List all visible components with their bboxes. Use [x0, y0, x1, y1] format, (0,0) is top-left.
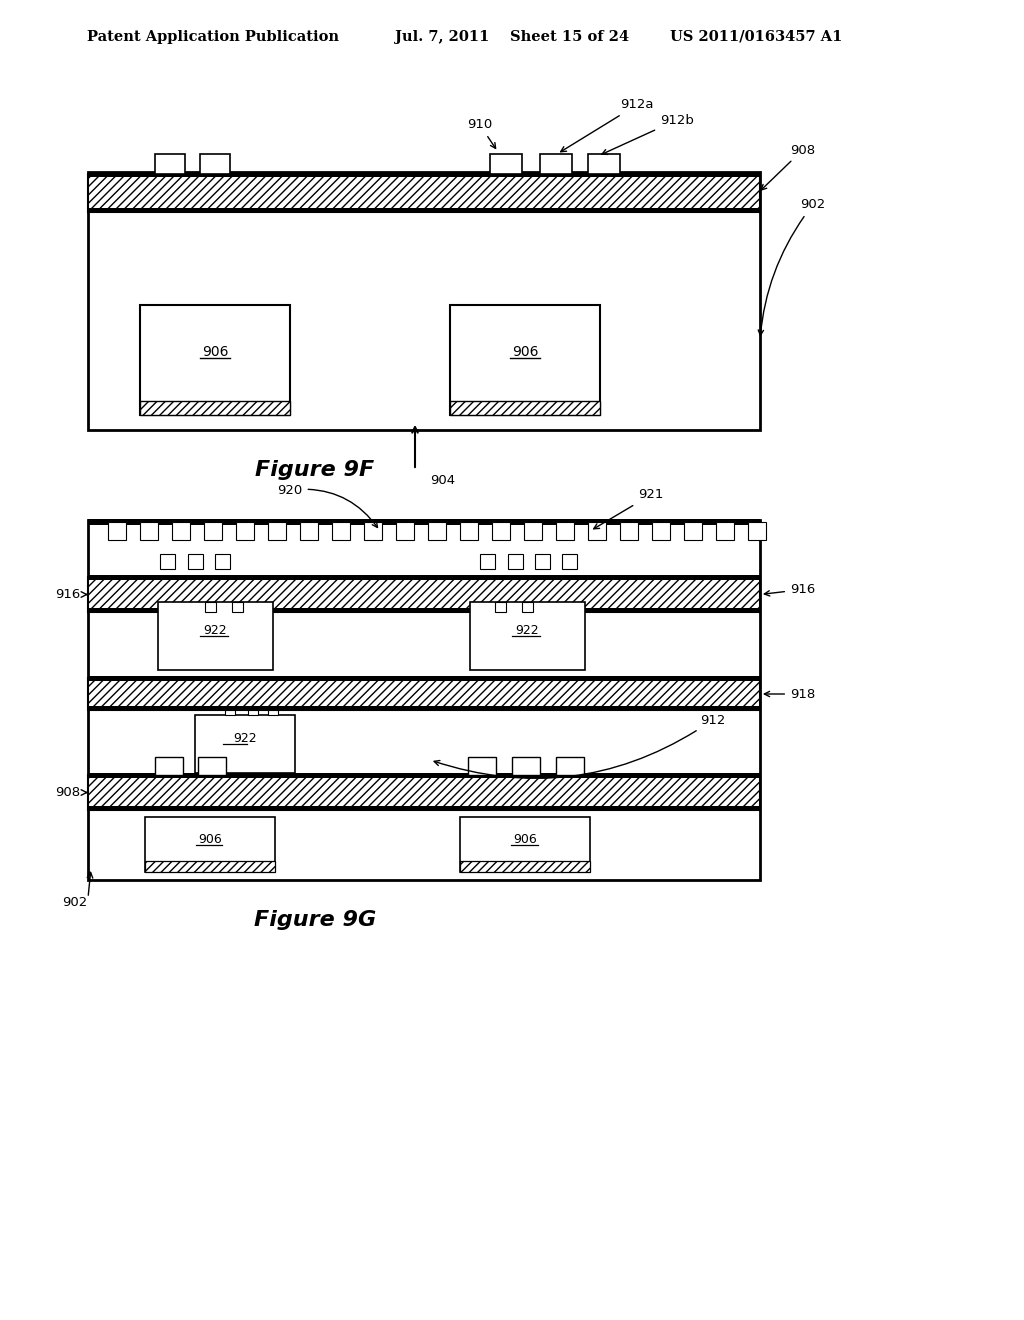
- Bar: [205, 602, 216, 612]
- Text: Figure 9G: Figure 9G: [254, 909, 376, 931]
- Bar: [88, 676, 760, 681]
- Bar: [160, 554, 175, 569]
- Bar: [200, 154, 230, 174]
- Bar: [450, 305, 600, 414]
- Bar: [460, 521, 478, 540]
- Bar: [490, 154, 522, 174]
- Text: 921: 921: [594, 488, 664, 529]
- Bar: [236, 521, 254, 540]
- Text: 910: 910: [467, 119, 496, 148]
- Bar: [460, 817, 590, 873]
- Bar: [492, 521, 510, 540]
- Bar: [300, 521, 318, 540]
- Text: Patent Application Publication: Patent Application Publication: [87, 30, 339, 44]
- Bar: [88, 172, 760, 177]
- Bar: [556, 521, 574, 540]
- Bar: [232, 602, 243, 612]
- Text: 912a: 912a: [561, 99, 653, 152]
- Bar: [450, 401, 600, 414]
- Bar: [562, 554, 577, 569]
- Text: 916: 916: [764, 583, 815, 597]
- Bar: [88, 678, 760, 710]
- Bar: [512, 756, 540, 775]
- Text: 922: 922: [203, 624, 226, 638]
- Bar: [88, 174, 760, 213]
- Bar: [88, 706, 760, 710]
- Bar: [140, 521, 158, 540]
- Bar: [108, 521, 126, 540]
- Bar: [88, 774, 760, 777]
- Bar: [225, 710, 234, 715]
- Bar: [460, 861, 590, 873]
- Text: 908: 908: [55, 785, 80, 799]
- Bar: [716, 521, 734, 540]
- Bar: [508, 554, 523, 569]
- Bar: [248, 710, 258, 715]
- Bar: [540, 154, 572, 174]
- Bar: [480, 554, 495, 569]
- Bar: [396, 521, 414, 540]
- Bar: [88, 577, 760, 612]
- Bar: [588, 521, 606, 540]
- Bar: [188, 554, 203, 569]
- Bar: [140, 305, 290, 414]
- Text: 906: 906: [513, 833, 537, 846]
- Bar: [88, 775, 760, 810]
- Bar: [88, 172, 760, 430]
- Bar: [468, 756, 496, 775]
- Bar: [88, 520, 760, 880]
- Text: 902: 902: [62, 895, 87, 908]
- Bar: [204, 521, 222, 540]
- Text: Sheet 15 of 24: Sheet 15 of 24: [510, 30, 629, 44]
- Text: 906: 906: [512, 345, 539, 359]
- Text: 912b: 912b: [602, 114, 694, 154]
- Text: 904: 904: [430, 474, 455, 487]
- Text: Figure 9F: Figure 9F: [255, 459, 375, 480]
- Text: 918: 918: [764, 688, 815, 701]
- Bar: [88, 576, 760, 579]
- Bar: [88, 519, 760, 525]
- Bar: [88, 209, 760, 213]
- Text: 922: 922: [515, 624, 539, 638]
- Text: 906: 906: [202, 345, 228, 359]
- Bar: [88, 609, 760, 612]
- Text: 920: 920: [278, 483, 378, 528]
- Bar: [535, 554, 550, 569]
- Text: 906: 906: [198, 833, 222, 846]
- Bar: [155, 756, 183, 775]
- Bar: [145, 817, 275, 873]
- Bar: [145, 861, 275, 873]
- Bar: [155, 154, 185, 174]
- Bar: [556, 756, 584, 775]
- Bar: [158, 602, 273, 671]
- Bar: [524, 521, 542, 540]
- Text: 908: 908: [761, 144, 815, 190]
- Text: 916: 916: [55, 587, 80, 601]
- Bar: [140, 401, 290, 414]
- Bar: [364, 521, 382, 540]
- Bar: [652, 521, 670, 540]
- Text: Jul. 7, 2011: Jul. 7, 2011: [395, 30, 489, 44]
- Text: 902: 902: [758, 198, 825, 335]
- Bar: [470, 602, 585, 671]
- Bar: [522, 602, 534, 612]
- Bar: [495, 602, 506, 612]
- Bar: [428, 521, 446, 540]
- Bar: [588, 154, 620, 174]
- Bar: [88, 807, 760, 810]
- Text: 922: 922: [233, 733, 257, 746]
- Bar: [268, 521, 286, 540]
- Bar: [684, 521, 702, 540]
- Text: 912: 912: [434, 714, 725, 779]
- Bar: [748, 521, 766, 540]
- Bar: [620, 521, 638, 540]
- Bar: [195, 715, 295, 774]
- Bar: [215, 554, 230, 569]
- Bar: [172, 521, 190, 540]
- Bar: [268, 710, 278, 715]
- Text: US 2011/0163457 A1: US 2011/0163457 A1: [670, 30, 843, 44]
- Bar: [198, 756, 226, 775]
- Bar: [332, 521, 350, 540]
